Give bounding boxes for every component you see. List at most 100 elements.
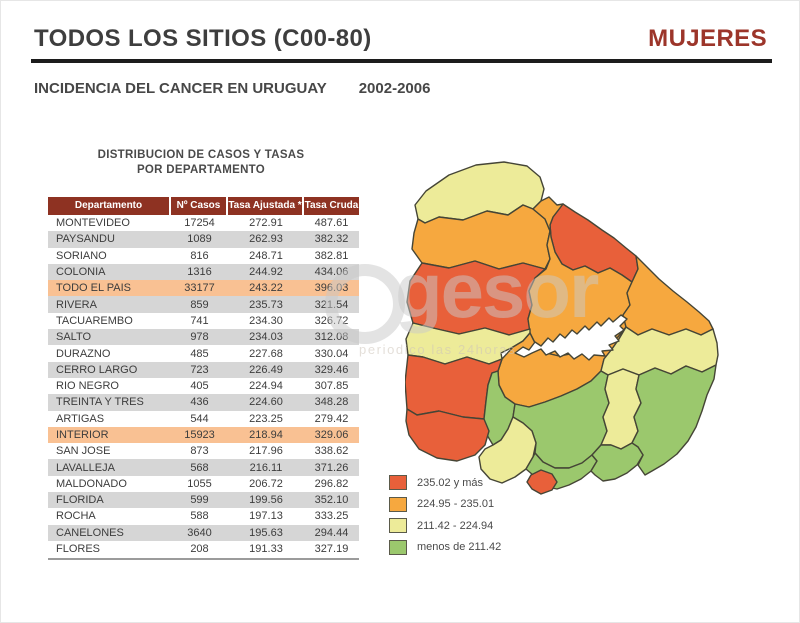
table-cell: 599 bbox=[190, 494, 209, 507]
table-cell: 382.81 bbox=[314, 249, 349, 262]
map-region-maldonado bbox=[590, 442, 644, 482]
table-cell: 208 bbox=[190, 543, 209, 556]
table-row: MALDONADO 1055 206.72 296.82 bbox=[48, 476, 359, 492]
table-cell: 235.73 bbox=[249, 298, 283, 311]
table-cell: 544 bbox=[190, 412, 209, 425]
table-title-line2: POR DEPARTAMENTO bbox=[136, 164, 266, 176]
legend-swatch-icon bbox=[389, 496, 407, 512]
table-cell: 487.61 bbox=[314, 217, 349, 230]
table-cell: 227.68 bbox=[249, 347, 283, 360]
table-cell: 978 bbox=[190, 331, 209, 344]
table-cell: 382.32 bbox=[314, 233, 349, 246]
map-region-colonia bbox=[405, 408, 490, 462]
column-header-casos: Nº Casos bbox=[171, 197, 226, 215]
table-cell: 1316 bbox=[187, 266, 212, 279]
table-cell: 1055 bbox=[187, 477, 212, 490]
table-row: FLORES 208 191.33 327.19 bbox=[48, 541, 359, 557]
table-cell: 816 bbox=[190, 249, 209, 262]
table-cell: 333.25 bbox=[314, 510, 349, 523]
table-cell: RIVERA bbox=[56, 298, 97, 311]
table-row: FLORIDA 599 199.56 352.10 bbox=[48, 492, 359, 509]
table-cell: INTERIOR bbox=[56, 429, 109, 441]
rincon-del-bonete-lake bbox=[514, 314, 628, 361]
legend-swatch-icon bbox=[389, 518, 407, 534]
map-region-montevideo bbox=[526, 469, 558, 495]
table-row: DURAZNO 485 227.68 330.04 bbox=[48, 345, 359, 361]
table-cell: 405 bbox=[190, 380, 209, 393]
legend-item: 224.95 - 235.01 bbox=[389, 494, 501, 516]
table-cell: 195.63 bbox=[249, 526, 283, 539]
map-legend: 235.02 y más 224.95 - 235.01 211.42 - 224.… bbox=[389, 472, 501, 558]
table-cell: 352.10 bbox=[314, 494, 349, 507]
departments-table: Departamento Nº Casos Tasa Ajustada * Ta… bbox=[48, 197, 359, 561]
table-cell: ARTIGAS bbox=[56, 412, 105, 425]
table-cell: 279.42 bbox=[314, 412, 349, 425]
legend-swatch-icon bbox=[389, 539, 407, 555]
table-cell: 1089 bbox=[187, 233, 212, 246]
table-row: MONTEVIDEO 17254 272.91 487.61 bbox=[48, 215, 359, 231]
table-cell: 223.25 bbox=[249, 412, 283, 425]
report-subtitle-text: INCIDENCIA DEL CANCER EN URUGUAY bbox=[34, 80, 327, 97]
table-cell: 197.13 bbox=[249, 510, 283, 523]
table-cell: 3640 bbox=[187, 526, 212, 539]
table-cell: 272.91 bbox=[249, 217, 283, 230]
report-period: 2002-2006 bbox=[358, 80, 431, 97]
table-header-row: Departamento Nº Casos Tasa Ajustada * Ta… bbox=[48, 197, 359, 215]
table-cell: 244.92 bbox=[249, 266, 283, 279]
table-row: SAN JOSE 873 217.96 338.62 bbox=[48, 443, 359, 459]
table-row: SALTO 978 234.03 312.08 bbox=[48, 329, 359, 346]
table-row: LAVALLEJA 568 216.11 371.26 bbox=[48, 459, 359, 476]
table-row: INTERIOR 15923 218.94 329.06 bbox=[48, 426, 359, 444]
table-cell: 243.22 bbox=[249, 282, 283, 295]
table-cell: 17254 bbox=[184, 217, 215, 230]
table-cell: 329.06 bbox=[314, 429, 349, 441]
table-cell: 33177 bbox=[184, 282, 215, 295]
table-cell: 216.11 bbox=[249, 461, 283, 474]
table-cell: COLONIA bbox=[56, 266, 106, 279]
table-cell: LAVALLEJA bbox=[56, 461, 115, 474]
table-cell: TACUAREMBO bbox=[56, 314, 133, 327]
table-cell: FLORES bbox=[56, 543, 101, 556]
legend-swatch-icon bbox=[389, 475, 407, 491]
table-cell: 568 bbox=[190, 461, 209, 474]
legend-label: 211.42 - 224.94 bbox=[417, 519, 494, 532]
table-cell: 224.94 bbox=[249, 380, 283, 393]
table-cell: 234.03 bbox=[249, 331, 283, 344]
header-divider bbox=[31, 59, 772, 63]
legend-label: menos de 211.42 bbox=[417, 541, 502, 554]
table-cell: 330.04 bbox=[314, 347, 349, 360]
table-cell: 873 bbox=[190, 445, 209, 458]
table-cell: 234.30 bbox=[249, 314, 283, 327]
column-header-departamento: Departamento bbox=[48, 197, 169, 215]
table-cell: 338.62 bbox=[314, 445, 349, 458]
table-cell: 723 bbox=[190, 363, 209, 376]
table-cell: 312.08 bbox=[314, 331, 349, 344]
table-cell: PAYSANDU bbox=[56, 233, 115, 246]
table-row: CANELONES 3640 195.63 294.44 bbox=[48, 524, 359, 541]
table-cell: MONTEVIDEO bbox=[56, 217, 130, 230]
table-cell: 15923 bbox=[184, 429, 215, 441]
table-cell: SAN JOSE bbox=[56, 445, 111, 458]
table-cell: 294.44 bbox=[314, 526, 349, 539]
table-cell: CANELONES bbox=[56, 526, 124, 539]
table-cell: 296.82 bbox=[314, 477, 349, 490]
table-cell: 396.03 bbox=[314, 282, 349, 295]
table-row: TODO EL PAIS 33177 243.22 396.03 bbox=[48, 280, 359, 297]
table-cell: 321.54 bbox=[314, 298, 349, 311]
table-cell: TREINTA Y TRES bbox=[56, 396, 144, 409]
legend-item: 211.42 - 224.94 bbox=[389, 515, 501, 537]
legend-item: 235.02 y más bbox=[389, 472, 501, 494]
table-row: ARTIGAS 544 223.25 279.42 bbox=[48, 411, 359, 427]
table-cell: 859 bbox=[190, 298, 209, 311]
map-region-paysandu bbox=[406, 260, 546, 336]
table-cell: RIO NEGRO bbox=[56, 380, 119, 393]
table-row: RIO NEGRO 405 224.94 307.85 bbox=[48, 378, 359, 394]
table-cell: FLORIDA bbox=[56, 494, 104, 507]
table-cell: 226.49 bbox=[249, 363, 283, 376]
table-row: PAYSANDU 1089 262.93 382.32 bbox=[48, 231, 359, 248]
table-cell: CERRO LARGO bbox=[56, 363, 138, 376]
table-bottom-border bbox=[48, 558, 359, 561]
table-cell: 371.26 bbox=[314, 461, 349, 474]
page-title: TODOS LOS SITIOS (C00-80) bbox=[34, 25, 372, 52]
